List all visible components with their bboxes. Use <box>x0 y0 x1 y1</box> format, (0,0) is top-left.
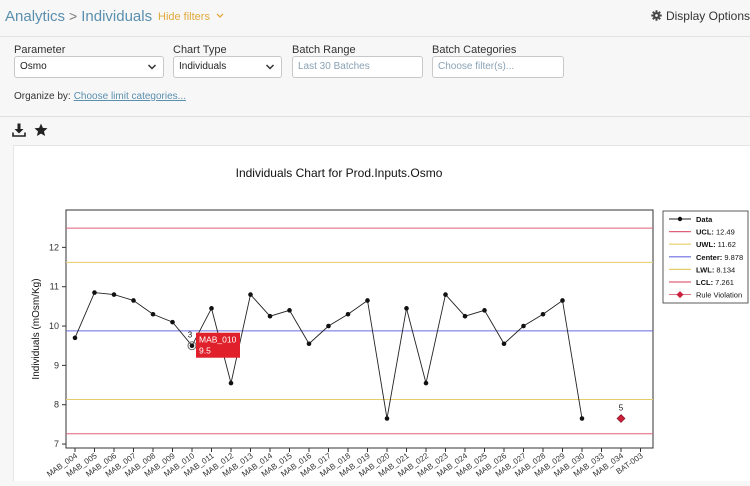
y-tick-label: 7 <box>54 439 59 449</box>
display-options-button[interactable]: Display Options <box>651 9 750 23</box>
tooltip-box <box>196 332 240 358</box>
divider <box>0 116 750 117</box>
legend-label-center: Center: 9.878 <box>696 253 743 262</box>
star-icon[interactable] <box>34 123 48 137</box>
batch-range-label: Batch Range <box>292 44 356 56</box>
data-point <box>462 313 468 319</box>
parameter-label: Parameter <box>14 44 66 56</box>
gear-icon <box>651 10 662 21</box>
plot-area <box>65 209 654 449</box>
point-annotation-label: 3 <box>188 331 193 340</box>
rule-violation-marker <box>616 414 626 423</box>
legend-label-lwl: LWL: 8.134 <box>696 265 735 274</box>
data-point <box>150 311 156 317</box>
batch-range-input[interactable]: Last 30 Batches <box>292 56 423 78</box>
filters-panel: Parameter Osmo Chart Type Individuals Ba… <box>0 36 750 117</box>
data-point <box>540 311 546 317</box>
parameter-value: Osmo <box>20 61 47 72</box>
y-tick-label: 11 <box>50 282 59 292</box>
data-point <box>306 341 312 347</box>
data-point <box>384 416 390 421</box>
data-point <box>501 341 507 347</box>
data-point <box>170 319 175 325</box>
breadcrumb-analytics[interactable]: Analytics <box>5 8 66 25</box>
data-point <box>521 323 526 329</box>
individuals-chart: Individuals Chart for Prod.Inputs.Osmo I… <box>31 166 749 479</box>
data-point <box>404 306 409 311</box>
data-point <box>482 308 487 313</box>
legend-label-uwl: UWL: 11.62 <box>696 240 736 249</box>
data-point <box>423 380 429 386</box>
chart-panel: Individuals Chart for Prod.Inputs.Osmo I… <box>13 145 750 481</box>
breadcrumb-individuals: Individuals <box>81 8 153 25</box>
batch-categories-placeholder: Choose filter(s)... <box>438 61 515 72</box>
display-options-label: Display Options <box>665 9 750 23</box>
data-point <box>131 298 136 303</box>
legend-marker-data <box>677 216 683 222</box>
data-point <box>72 335 78 341</box>
data-point <box>287 308 292 313</box>
legend-label-lcl: LCL: 7.261 <box>696 278 734 287</box>
tooltip-title: MAB_010 <box>199 335 237 345</box>
chart-type-value: Individuals <box>179 61 227 72</box>
chart-type-label: Chart Type <box>173 44 227 56</box>
data-point <box>365 298 370 303</box>
data-point <box>209 306 214 311</box>
data-point <box>111 292 117 297</box>
data-point <box>267 313 273 319</box>
chart-toolbar <box>12 123 52 142</box>
y-tick-label: 9 <box>54 360 59 370</box>
y-tick-label: 10 <box>49 321 59 331</box>
legend-label-data: Data <box>696 215 713 224</box>
y-axis-label: Individuals (mOsm/Kg) <box>31 278 42 379</box>
chevron-down-icon <box>147 64 157 70</box>
data-point <box>579 416 585 421</box>
hide-filters-label: Hide filters <box>158 11 210 23</box>
data-point <box>443 292 448 297</box>
y-tick-label: 12 <box>49 242 59 252</box>
hide-filters-toggle[interactable]: Hide filters <box>158 11 224 23</box>
chevron-down-icon <box>265 64 275 70</box>
legend-label-ucl: UCL: 12.49 <box>696 228 735 237</box>
organize-label: Organize by: <box>14 91 71 102</box>
chevron-down-icon <box>216 13 224 18</box>
chart-title: Individuals Chart for Prod.Inputs.Osmo <box>236 166 443 180</box>
top-bar: Analytics > Individuals Hide filters Displ… <box>0 0 750 36</box>
y-tick-label: 8 <box>54 400 59 410</box>
choose-limit-categories-link[interactable]: Choose limit categories... <box>73 91 186 102</box>
data-point <box>189 343 195 349</box>
legend-marker-violation <box>676 291 684 299</box>
data-point <box>345 311 351 317</box>
organize-by: Organize by: Choose limit categories... <box>14 91 186 102</box>
batch-categories-label: Batch Categories <box>432 44 517 56</box>
chart-type-select[interactable]: Individuals <box>173 56 282 78</box>
legend-label-violation: Rule Violation <box>696 291 742 300</box>
tooltip-value: 9.5 <box>199 346 211 356</box>
data-point <box>92 290 97 295</box>
breadcrumb: Analytics > Individuals <box>5 8 152 25</box>
parameter-select[interactable]: Osmo <box>14 56 164 78</box>
data-point <box>228 380 234 386</box>
data-point <box>326 323 331 329</box>
data-point <box>248 292 253 297</box>
download-icon[interactable] <box>12 123 26 137</box>
batch-range-placeholder: Last 30 Batches <box>298 61 370 72</box>
breadcrumb-separator: > <box>69 8 78 24</box>
data-point <box>560 298 565 303</box>
batch-categories-input[interactable]: Choose filter(s)... <box>432 56 564 78</box>
violation-label: 5 <box>619 403 624 412</box>
